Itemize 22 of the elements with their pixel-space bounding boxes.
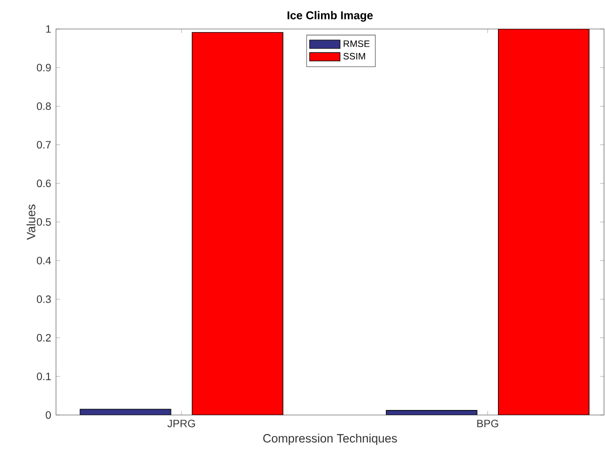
y-tick-label: 0.5 [36,218,51,226]
y-tick-label: 0.8 [36,102,51,110]
y-tick-label: 0.3 [36,295,51,303]
y-tick-label: 0.6 [36,180,51,188]
legend-label: RMSE [344,40,370,47]
x-tick-label: BPG [477,420,498,428]
y-tick-label: 0.9 [36,64,51,72]
y-tick-label: 0.4 [36,256,51,264]
x-axis-title: Compression Techniques [263,434,397,445]
y-tick-label: 0.7 [36,141,51,149]
legend-label: SSIM [343,52,366,60]
chart-title: Ice Climb Image [288,11,373,22]
bar [80,408,172,415]
y-axis-title: Values [26,204,36,240]
y-tick-label: 1 [46,25,51,33]
bar [386,410,478,415]
y-tick-label: 0 [46,411,51,419]
y-tick-label: 0.2 [36,334,51,342]
bar [192,32,284,415]
x-tick-label: JPRG [167,420,195,428]
y-tick-label: 0.1 [36,372,51,380]
bar [498,28,590,415]
